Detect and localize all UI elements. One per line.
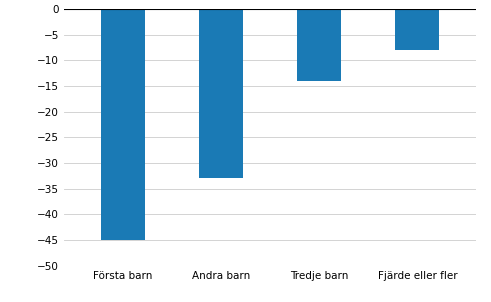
Bar: [199, 9, 243, 178]
Bar: [297, 9, 341, 81]
Bar: [101, 9, 145, 240]
Bar: [395, 9, 439, 50]
